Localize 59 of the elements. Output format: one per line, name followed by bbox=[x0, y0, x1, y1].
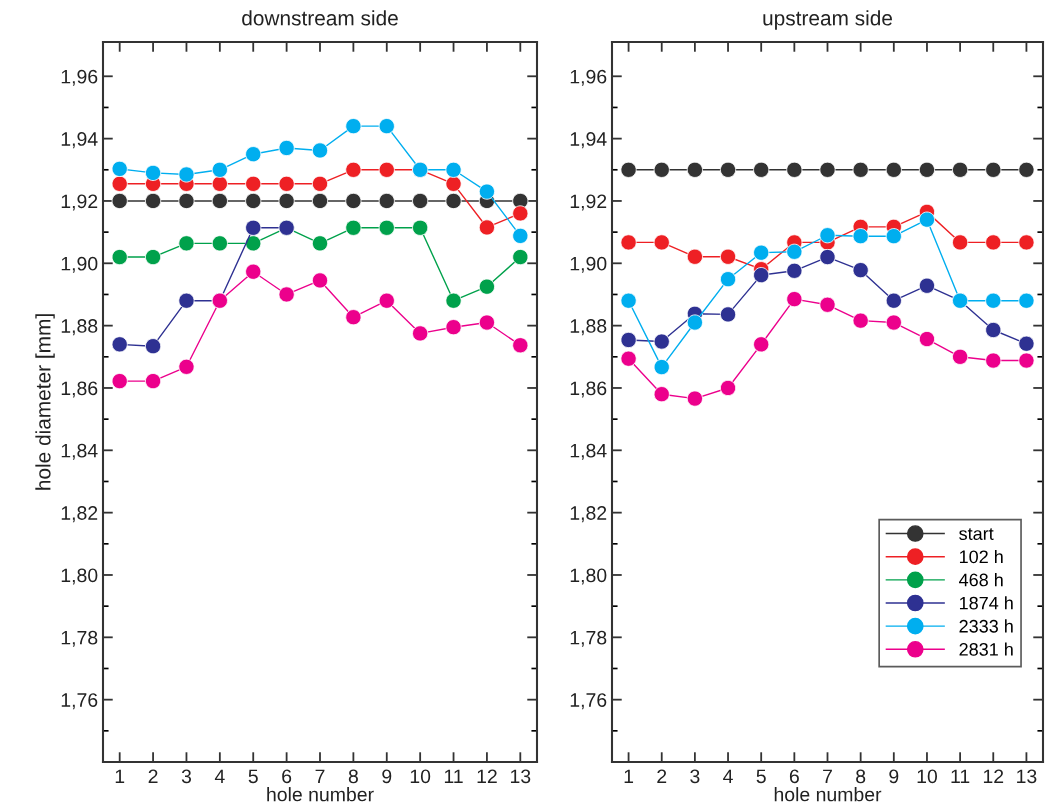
y-tick-label: 1,78 bbox=[61, 630, 98, 647]
x-tick-label: 10 bbox=[410, 769, 431, 784]
x-axis-title: hole number bbox=[774, 787, 882, 802]
y-tick-label: 1,94 bbox=[570, 132, 607, 149]
x-tick-label: 12 bbox=[477, 769, 497, 784]
y-tick-label: 1,78 bbox=[570, 630, 607, 647]
y-tick-label: 1,96 bbox=[61, 69, 98, 86]
x-tick-label: 6 bbox=[282, 769, 292, 784]
x-tick-label: 1 bbox=[115, 769, 125, 784]
y-tick-label: 1,76 bbox=[570, 693, 607, 710]
x-tick-label: 5 bbox=[248, 769, 258, 784]
legend-label: start bbox=[959, 528, 994, 541]
x-tick-label: 10 bbox=[917, 769, 938, 784]
x-tick-label: 2 bbox=[657, 769, 667, 784]
x-tick-label: 6 bbox=[789, 769, 799, 784]
x-tick-label: 11 bbox=[951, 769, 970, 784]
y-tick-label: 1,88 bbox=[570, 319, 607, 336]
y-tick-label: 1,90 bbox=[570, 256, 607, 273]
chart-title: upstream side bbox=[763, 10, 892, 30]
x-tick-label: 4 bbox=[214, 769, 225, 784]
legend-label: 2831 h bbox=[959, 642, 1013, 656]
y-tick-label: 1,76 bbox=[61, 693, 98, 710]
y-tick-label: 1,94 bbox=[61, 132, 98, 149]
x-tick-label: 3 bbox=[181, 769, 192, 784]
y-tick-label: 1,88 bbox=[61, 319, 98, 336]
legend-label: 468 h bbox=[959, 573, 1003, 587]
x-tick-label: 2 bbox=[148, 769, 158, 784]
legend-label: 2333 h bbox=[959, 619, 1013, 633]
y-tick-label: 1,92 bbox=[570, 194, 607, 211]
x-tick-label: 13 bbox=[510, 769, 531, 784]
y-tick-label: 1,82 bbox=[570, 506, 607, 523]
legend-label: 102 h bbox=[959, 549, 1003, 564]
x-tick-label: 3 bbox=[690, 769, 700, 784]
y-tick-label: 1,80 bbox=[61, 568, 98, 585]
x-tick-label: 11 bbox=[444, 769, 463, 784]
x-tick-label: 4 bbox=[723, 769, 733, 784]
y-tick-label: 1,80 bbox=[570, 568, 607, 585]
y-tick-label: 1,82 bbox=[61, 506, 98, 523]
legend-label: 1874 h bbox=[959, 596, 1013, 610]
y-tick-label: 1,84 bbox=[570, 443, 607, 460]
y-tick-label: 1,86 bbox=[570, 381, 607, 398]
y-tick-label: 1,96 bbox=[570, 69, 607, 86]
x-tick-label: 9 bbox=[889, 769, 899, 784]
y-tick-label: 1,84 bbox=[61, 443, 98, 460]
x-tick-label: 7 bbox=[823, 769, 832, 784]
x-axis-title: hole number bbox=[267, 787, 374, 802]
y-tick-label: 1,92 bbox=[61, 194, 98, 211]
x-tick-label: 9 bbox=[382, 769, 392, 784]
x-tick-label: 8 bbox=[348, 769, 358, 784]
y-tick-label: 1,90 bbox=[61, 256, 98, 273]
x-tick-label: 8 bbox=[856, 769, 866, 784]
x-tick-label: 12 bbox=[983, 769, 1004, 784]
y-axis-title: hole diameter [mm] bbox=[35, 314, 55, 490]
x-tick-label: 7 bbox=[315, 769, 325, 784]
x-tick-label: 5 bbox=[756, 769, 766, 784]
chart-title: downstream side bbox=[242, 10, 398, 26]
x-tick-label: 1 bbox=[624, 769, 634, 784]
y-tick-label: 1,86 bbox=[61, 381, 98, 398]
x-tick-label: 13 bbox=[1017, 769, 1037, 784]
